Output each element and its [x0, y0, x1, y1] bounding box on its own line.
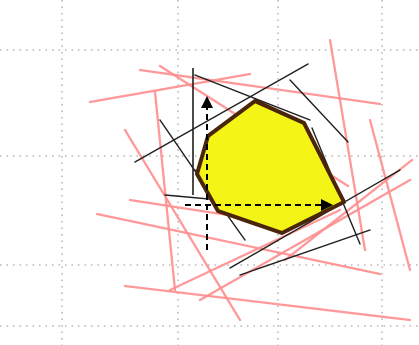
red-line-8 — [123, 284, 412, 322]
red-line-7 — [95, 212, 382, 276]
x-axis-arrowhead — [321, 199, 333, 211]
red-line-9 — [168, 208, 342, 292]
feasible-polygon — [195, 99, 346, 235]
red-line-13 — [198, 178, 412, 302]
black-line-6 — [239, 229, 371, 276]
black-line-5 — [229, 169, 401, 269]
red-line-4 — [328, 38, 367, 252]
red-line-1 — [88, 72, 252, 104]
black-line-1 — [134, 63, 309, 163]
red-line-11 — [153, 90, 177, 292]
black-line-3 — [289, 79, 349, 143]
red-line-5 — [368, 118, 412, 272]
y-axis-arrowhead — [201, 96, 213, 108]
black-line-2 — [194, 74, 311, 121]
axes — [185, 96, 333, 250]
red-line-6 — [283, 158, 414, 262]
